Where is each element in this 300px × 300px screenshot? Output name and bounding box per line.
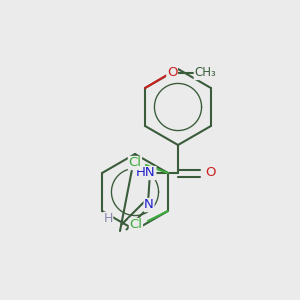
Text: Cl: Cl <box>128 157 141 169</box>
Text: O: O <box>167 67 177 80</box>
Text: CH₃: CH₃ <box>194 67 216 80</box>
Text: HN: HN <box>136 167 156 179</box>
Text: Cl: Cl <box>129 218 142 232</box>
Text: N: N <box>144 199 154 212</box>
Text: O: O <box>205 167 215 179</box>
Text: H: H <box>103 212 113 226</box>
